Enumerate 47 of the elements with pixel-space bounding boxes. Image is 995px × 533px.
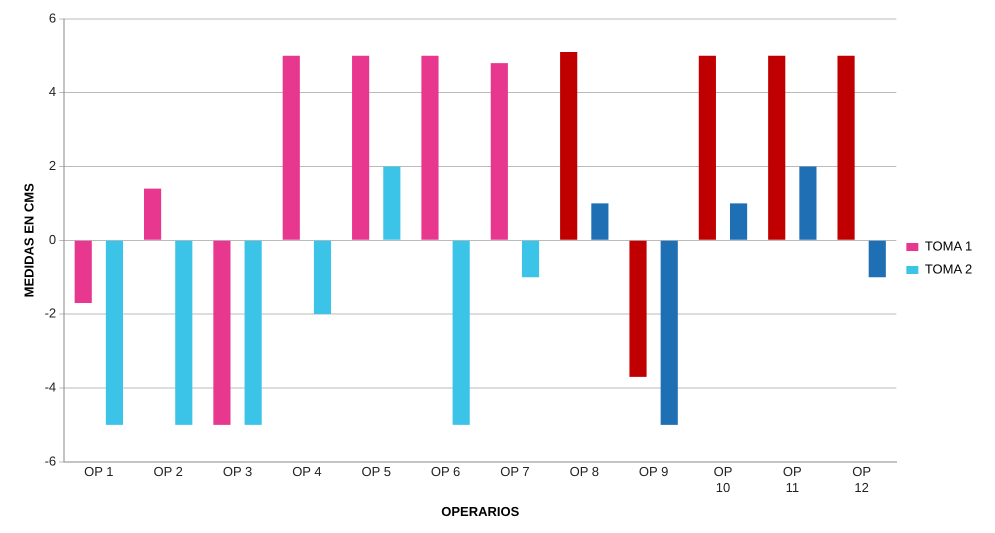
x-tick-label: OP 2 bbox=[153, 464, 183, 480]
x-tick-label: OP 12 bbox=[852, 464, 872, 495]
bar bbox=[730, 203, 748, 240]
y-tick-label: -6 bbox=[44, 453, 56, 468]
bar bbox=[314, 240, 332, 314]
bar bbox=[560, 52, 578, 240]
bar bbox=[660, 240, 678, 425]
bar bbox=[244, 240, 262, 425]
x-tick-label: OP 10 bbox=[714, 464, 732, 495]
x-tick-label: OP 5 bbox=[362, 464, 391, 480]
bar bbox=[799, 166, 817, 240]
x-tick-label: OP 7 bbox=[500, 464, 530, 480]
y-tick-label: 2 bbox=[48, 158, 56, 174]
bar bbox=[421, 56, 439, 240]
y-tick-label: 0 bbox=[48, 232, 56, 247]
x-tick-label: OP 11 bbox=[782, 464, 802, 495]
bar bbox=[282, 56, 300, 240]
bar bbox=[106, 240, 124, 425]
bar bbox=[698, 56, 716, 240]
y-tick-label: 6 bbox=[48, 10, 56, 26]
bar bbox=[213, 240, 231, 425]
bar bbox=[768, 56, 786, 240]
bar bbox=[490, 63, 508, 240]
x-axis-title: OPERARIOS bbox=[441, 504, 520, 519]
x-tick-label: OP 4 bbox=[292, 464, 322, 480]
y-tick-label: -2 bbox=[44, 306, 56, 321]
bar bbox=[522, 240, 540, 278]
y-axis-title: MEDIDAS EN CMS bbox=[21, 182, 36, 298]
x-tick-label: OP 3 bbox=[222, 464, 252, 480]
legend-label: TOMA 1 bbox=[924, 238, 972, 254]
bar bbox=[74, 240, 92, 304]
bar bbox=[144, 188, 162, 240]
y-tick-label: -4 bbox=[44, 380, 56, 395]
y-tick-label: 4 bbox=[48, 84, 56, 100]
bar bbox=[868, 240, 886, 278]
bar bbox=[383, 166, 400, 240]
bar bbox=[629, 240, 647, 377]
x-tick-label: OP 6 bbox=[430, 464, 460, 480]
bar bbox=[175, 240, 192, 425]
x-tick-label: OP 8 bbox=[570, 464, 599, 480]
bar bbox=[452, 240, 470, 425]
bar bbox=[591, 203, 608, 240]
bar bbox=[837, 56, 855, 240]
x-tick-label: OP 1 bbox=[84, 464, 114, 480]
x-tick-label: OP 9 bbox=[638, 464, 668, 480]
legend-label: TOMA 2 bbox=[924, 262, 972, 277]
bar bbox=[352, 56, 370, 240]
